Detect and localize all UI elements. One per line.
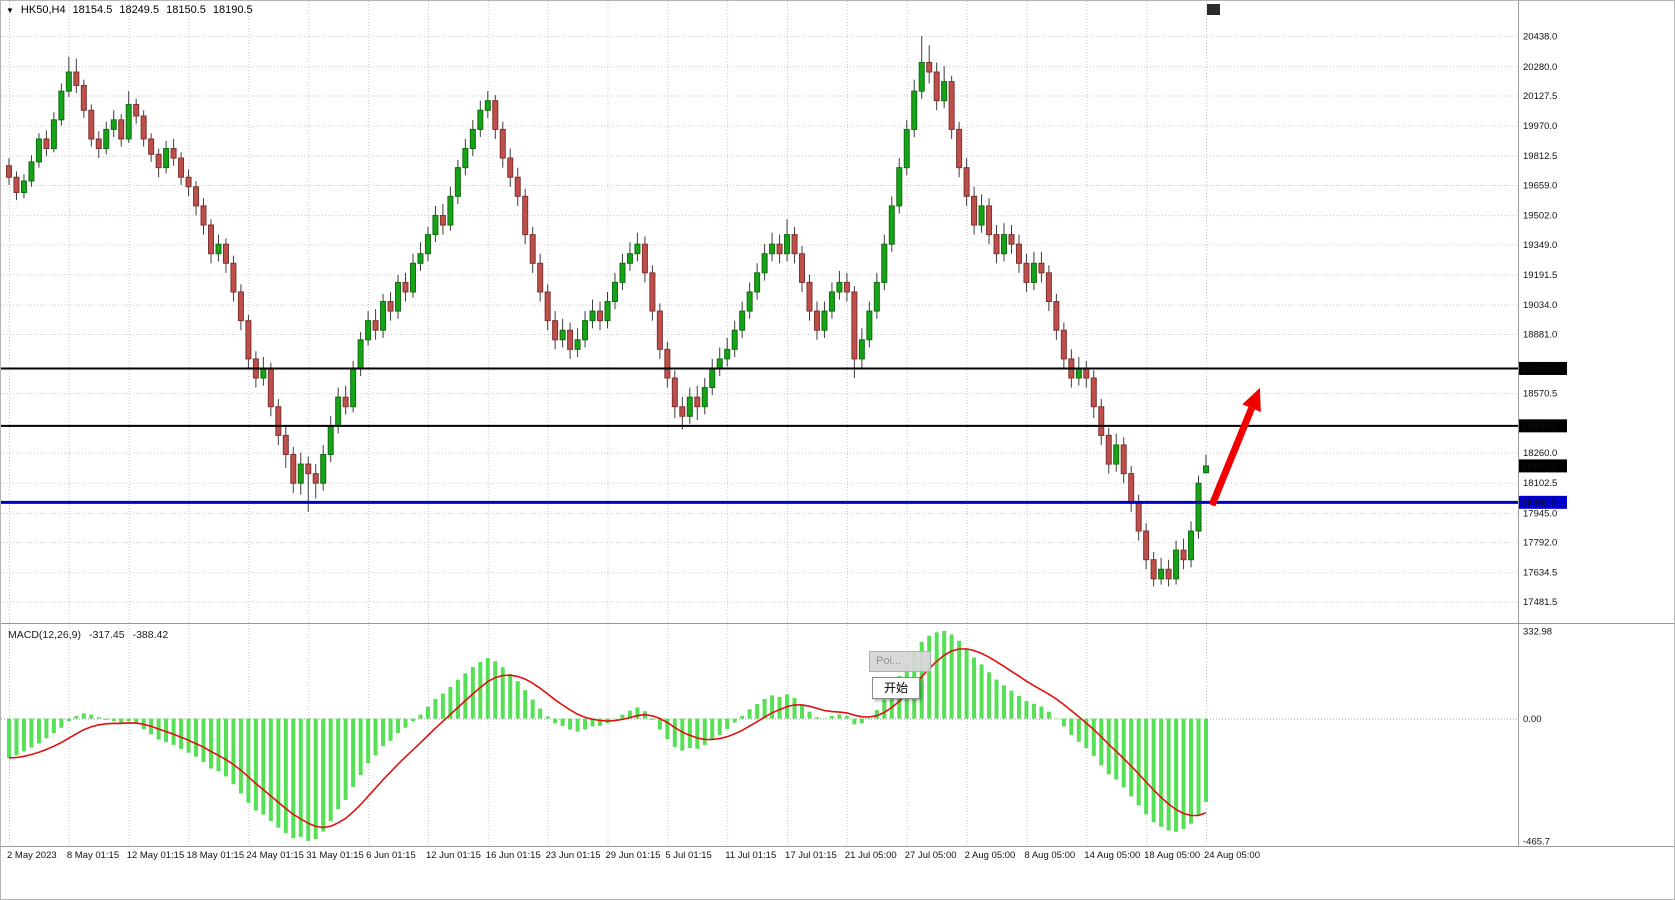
svg-text:6 Jun 01:15: 6 Jun 01:15 bbox=[366, 850, 416, 861]
svg-text:18570.5: 18570.5 bbox=[1523, 389, 1557, 400]
svg-text:14 Aug 05:00: 14 Aug 05:00 bbox=[1084, 850, 1140, 861]
svg-text:16 Jun 01:15: 16 Jun 01:15 bbox=[486, 850, 541, 861]
price-scale[interactable]: 20438.0 20280.0 20127.5 19970.0 19812.5 19659… bbox=[1523, 32, 1557, 848]
svg-text:18400.0: 18400.0 bbox=[1522, 421, 1556, 432]
svg-text:-465.7: -465.7 bbox=[1523, 837, 1550, 848]
price-tag: 18400.0 bbox=[1519, 419, 1567, 433]
svg-text:20280.0: 20280.0 bbox=[1523, 62, 1557, 73]
price-tag: 18000.0 bbox=[1519, 495, 1567, 509]
svg-text:18102.5: 18102.5 bbox=[1523, 478, 1557, 489]
svg-text:17634.5: 17634.5 bbox=[1523, 568, 1557, 579]
symbol-period-label: HK50,H4 bbox=[20, 4, 66, 16]
svg-text:27 Jul 05:00: 27 Jul 05:00 bbox=[905, 850, 957, 861]
svg-text:5 Jul 01:15: 5 Jul 01:15 bbox=[665, 850, 711, 861]
macd-main-value: -317.45 bbox=[88, 629, 125, 641]
price-tag: 18190.5 bbox=[1519, 459, 1567, 473]
svg-text:12 Jun 01:15: 12 Jun 01:15 bbox=[426, 850, 481, 861]
svg-text:24 May 01:15: 24 May 01:15 bbox=[246, 850, 304, 861]
ohlc-open: 18154.5 bbox=[72, 4, 113, 16]
svg-text:20438.0: 20438.0 bbox=[1523, 32, 1557, 43]
svg-text:11 Jul 01:15: 11 Jul 01:15 bbox=[725, 850, 776, 861]
svg-text:21 Jul 05:00: 21 Jul 05:00 bbox=[845, 850, 897, 861]
svg-text:2 May 2023: 2 May 2023 bbox=[7, 850, 57, 861]
svg-text:12 May 01:15: 12 May 01:15 bbox=[127, 850, 185, 861]
svg-text:18190.5: 18190.5 bbox=[1522, 461, 1556, 472]
ohlc-close: 18190.5 bbox=[212, 4, 253, 16]
panel-frame bbox=[1, 1, 1674, 847]
svg-text:19191.5: 19191.5 bbox=[1523, 270, 1557, 281]
time-scale[interactable]: 2 May 2023 8 May 01:15 12 May 01:15 18 May … bbox=[7, 850, 1260, 861]
grid bbox=[1, 1, 1518, 846]
svg-text:19659.0: 19659.0 bbox=[1523, 181, 1557, 192]
ohlc-high: 18249.5 bbox=[119, 4, 160, 16]
macd-histogram bbox=[7, 630, 1208, 841]
svg-text:17792.0: 17792.0 bbox=[1523, 538, 1557, 549]
macd-signal-value: -388.42 bbox=[132, 629, 169, 641]
svg-text:332.98: 332.98 bbox=[1523, 627, 1552, 638]
svg-text:19349.0: 19349.0 bbox=[1523, 240, 1557, 251]
svg-text:19034.0: 19034.0 bbox=[1523, 300, 1557, 311]
macd-name: MACD(12,26,9) bbox=[8, 629, 81, 641]
svg-text:19970.0: 19970.0 bbox=[1523, 121, 1557, 132]
chart-header: ▼ HK50,H4 18154.5 18249.5 18150.5 18190.5 bbox=[6, 4, 260, 16]
svg-text:18260.0: 18260.0 bbox=[1523, 448, 1557, 459]
symbol-dropdown-icon[interactable]: ▼ bbox=[6, 6, 14, 15]
svg-text:18000.0: 18000.0 bbox=[1522, 498, 1556, 509]
svg-text:19812.5: 19812.5 bbox=[1523, 151, 1557, 162]
macd-panel[interactable] bbox=[1, 623, 1518, 846]
svg-text:17481.5: 17481.5 bbox=[1523, 597, 1557, 608]
chart-plot-area[interactable] bbox=[1, 1, 1518, 623]
trend-arrow-annotation[interactable] bbox=[1208, 387, 1261, 507]
svg-text:18881.0: 18881.0 bbox=[1523, 329, 1557, 340]
svg-text:17945.0: 17945.0 bbox=[1523, 508, 1557, 519]
svg-text:20127.5: 20127.5 bbox=[1523, 91, 1557, 102]
ohlc-low: 18150.5 bbox=[166, 4, 206, 16]
svg-text:17 Jul 01:15: 17 Jul 01:15 bbox=[785, 850, 837, 861]
svg-text:8 May 01:15: 8 May 01:15 bbox=[67, 850, 119, 861]
macd-indicator-label: MACD(12,26,9) -317.45 -388.42 bbox=[8, 629, 176, 641]
svg-text:18 Aug 05:00: 18 Aug 05:00 bbox=[1144, 850, 1200, 861]
svg-text:19502.0: 19502.0 bbox=[1523, 211, 1557, 222]
chart-shift-marker[interactable] bbox=[1207, 4, 1220, 15]
start-button[interactable]: 开始 bbox=[872, 677, 920, 699]
svg-text:0.00: 0.00 bbox=[1523, 714, 1542, 725]
svg-text:8 Aug 05:00: 8 Aug 05:00 bbox=[1024, 850, 1075, 861]
svg-text:29 Jun 01:15: 29 Jun 01:15 bbox=[606, 850, 661, 861]
svg-text:31 May 01:15: 31 May 01:15 bbox=[306, 850, 364, 861]
price-tag: 18700.0 bbox=[1519, 361, 1567, 375]
svg-text:18700.0: 18700.0 bbox=[1522, 364, 1556, 375]
popup-tooltip: Poi... bbox=[869, 651, 931, 672]
svg-text:18 May 01:15: 18 May 01:15 bbox=[187, 850, 245, 861]
svg-text:23 Jun 01:15: 23 Jun 01:15 bbox=[546, 850, 601, 861]
svg-text:24 Aug 05:00: 24 Aug 05:00 bbox=[1204, 850, 1260, 861]
svg-text:2 Aug 05:00: 2 Aug 05:00 bbox=[965, 850, 1016, 861]
macd-signal-line bbox=[8, 648, 1207, 829]
